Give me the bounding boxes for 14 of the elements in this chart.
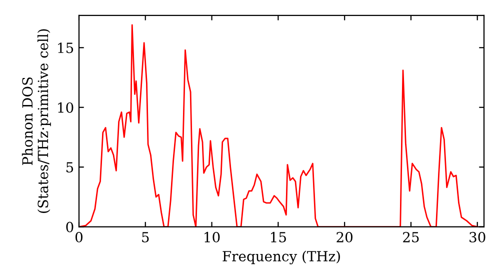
y-tick-label: 5: [66, 162, 74, 173]
x-tick-label: 0: [75, 232, 82, 242]
y-tick-label: 15: [58, 42, 74, 54]
y-tick-label: 0: [66, 222, 74, 232]
line-series: [79, 24, 478, 227]
x-tick-label: 15: [271, 232, 286, 242]
x-tick-label: 20: [336, 232, 352, 242]
x-tick-label: 25: [403, 232, 419, 242]
x-tick-label: 5: [142, 232, 149, 242]
y-axis-title: Phonon DOS (States/THz·primitive cell): [22, 29, 51, 213]
y-tick-label: 10: [58, 102, 74, 113]
x-axis-title: Frequency (THz): [222, 250, 340, 264]
x-tick-label: 30: [470, 232, 486, 242]
x-tick-label: 10: [204, 232, 220, 242]
